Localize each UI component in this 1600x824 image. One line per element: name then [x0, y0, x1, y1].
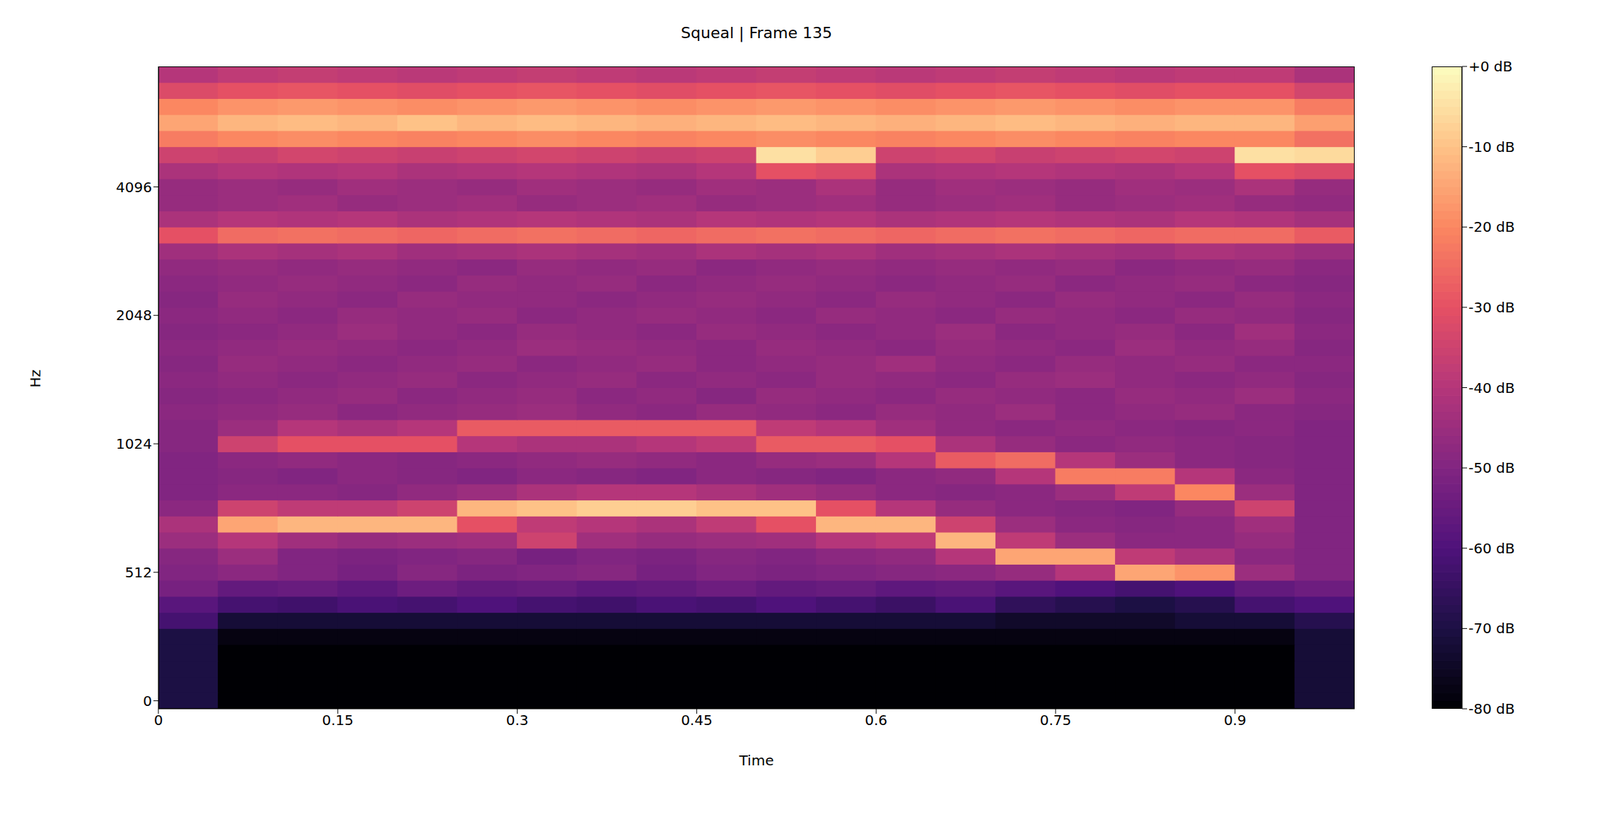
svg-text:0.75: 0.75 — [1040, 711, 1072, 729]
svg-text:-30 dB: -30 dB — [1468, 299, 1515, 317]
svg-text:4096: 4096 — [115, 178, 153, 196]
svg-text:-70 dB: -70 dB — [1468, 620, 1515, 638]
svg-text:0.9: 0.9 — [1223, 711, 1247, 729]
svg-text:-60 dB: -60 dB — [1468, 540, 1515, 558]
svg-text:0.3: 0.3 — [506, 711, 529, 729]
svg-text:-20 dB: -20 dB — [1468, 218, 1515, 236]
svg-text:0.45: 0.45 — [680, 711, 713, 729]
svg-text:0: 0 — [154, 711, 164, 729]
svg-text:1024: 1024 — [115, 435, 153, 453]
html-text:Squeal | Frame 135: Squeal | Frame 135 — [680, 24, 833, 42]
svg-text:0: 0 — [142, 692, 153, 710]
svg-text:Time: Time — [738, 752, 775, 770]
svg-text:512: 512 — [125, 564, 153, 582]
svg-text:2048: 2048 — [115, 306, 153, 324]
svg-text:+0 dB: +0 dB — [1468, 57, 1513, 75]
svg-text:0.6: 0.6 — [864, 711, 888, 729]
svg-text:-50 dB: -50 dB — [1468, 459, 1515, 477]
svg-text:Hz: Hz — [26, 369, 44, 389]
svg-text:0.15: 0.15 — [322, 711, 355, 729]
svg-text:-80 dB: -80 dB — [1468, 700, 1515, 718]
svg-text:-40 dB: -40 dB — [1468, 379, 1515, 397]
svg-text:-10 dB: -10 dB — [1468, 138, 1515, 156]
